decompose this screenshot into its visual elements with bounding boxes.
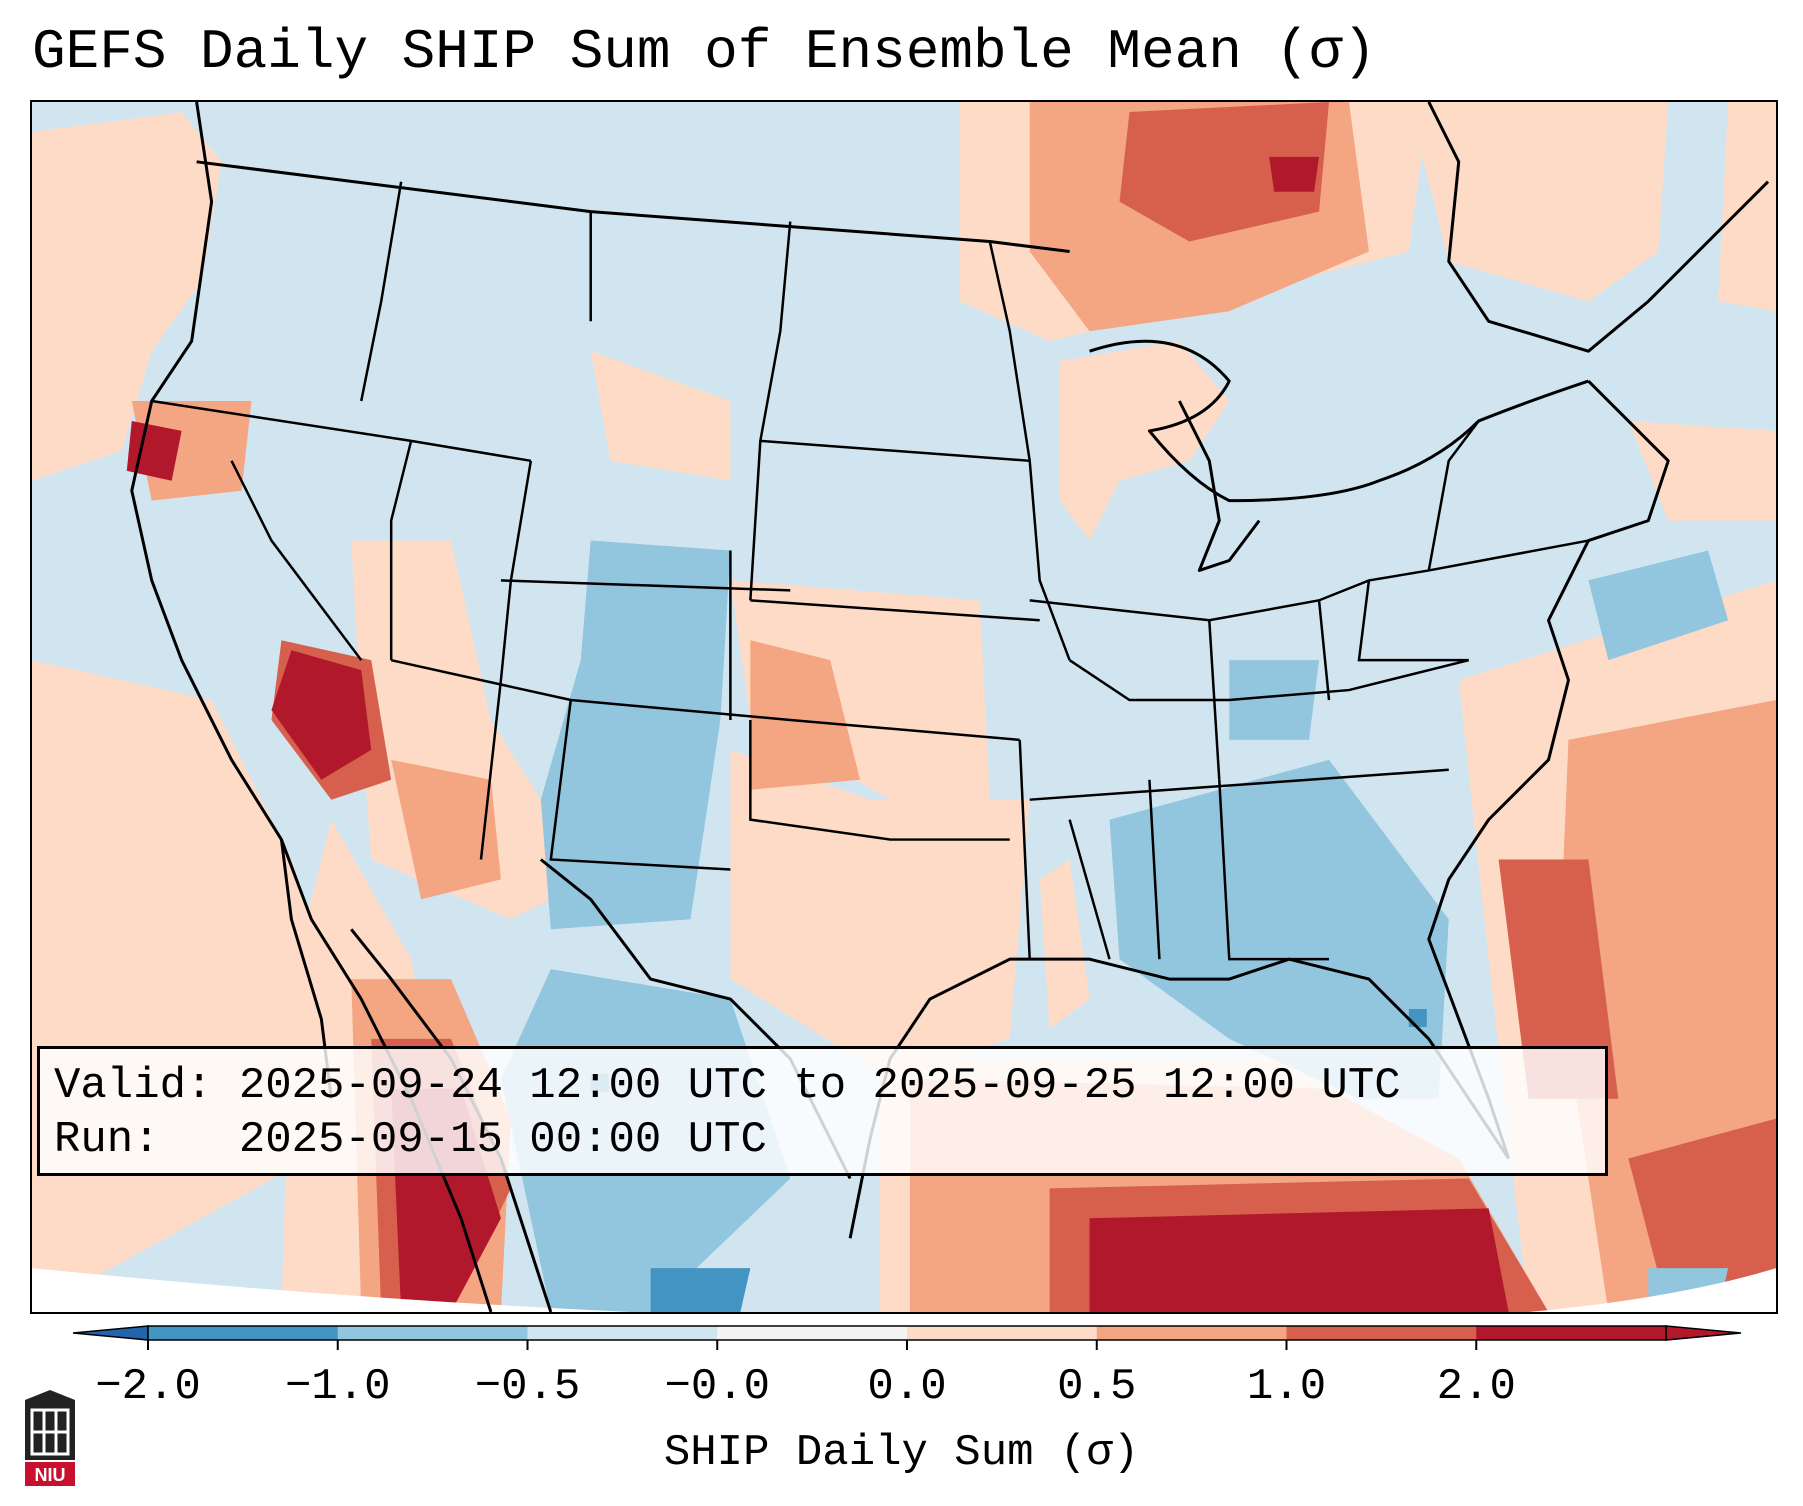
canada-east	[1427, 102, 1770, 353]
valid-value: 2025-09-24 12:00 UTC to 2025-09-25 12:00…	[238, 1061, 1401, 1111]
niu-logo: NIU	[25, 1390, 75, 1486]
logo-text: NIU	[35, 1465, 66, 1485]
colorbar-bin	[148, 1326, 339, 1340]
validity-info-box: Valid: 2025-09-24 12:00 UTC to 2025-09-2…	[37, 1046, 1608, 1176]
colorbar-extend-max	[1665, 1325, 1742, 1341]
run-label: Run:	[54, 1115, 160, 1165]
colorbar-label: SHIP Daily Sum (σ)	[663, 1428, 1140, 1478]
colorbar-extend-min	[72, 1325, 149, 1341]
colorbar-tick-label: 1.0	[1246, 1362, 1327, 1412]
colorbar-tick-label: −1.0	[284, 1362, 391, 1412]
colorbar-tick-label: −0.5	[474, 1362, 581, 1412]
colorbar-bin	[907, 1326, 1098, 1340]
page-title: GEFS Daily SHIP Sum of Ensemble Mean (σ)	[32, 20, 1377, 84]
east-coast	[1427, 380, 1670, 1159]
colorbar-bin	[1286, 1326, 1477, 1340]
colorbar-tick-label: 2.0	[1436, 1362, 1516, 1412]
colorbar-bin	[717, 1326, 908, 1340]
colorbar-tick-label: 0.5	[1057, 1362, 1137, 1412]
colorbar-tick-label: −0.0	[664, 1362, 771, 1412]
run-value: 2025-09-15 00:00 UTC	[238, 1115, 767, 1165]
colorbar-bin	[527, 1326, 718, 1340]
valid-label: Valid:	[54, 1061, 213, 1111]
colorbar-tick-label: 0.0	[867, 1362, 947, 1412]
colorbar-bin	[337, 1326, 528, 1340]
colorbar-tick-label: −2.0	[95, 1362, 201, 1412]
out-of-domain	[32, 1268, 1776, 1312]
state-boundaries	[151, 181, 1589, 961]
michigan	[1178, 400, 1261, 572]
colorbar	[72, 1325, 1742, 1350]
west-coast	[130, 102, 333, 1099]
colorbar-bin	[1096, 1326, 1287, 1340]
colorbar-bin	[1476, 1326, 1667, 1340]
